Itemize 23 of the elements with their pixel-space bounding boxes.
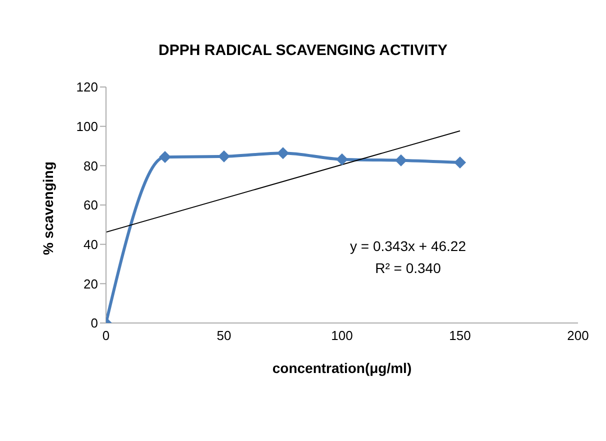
x-tick-label: 50 [216, 328, 232, 344]
x-tick-label: 200 [567, 328, 589, 344]
point [395, 154, 407, 166]
annotation: R² = 0.340 [374, 260, 442, 276]
y-tick-label: 40 [84, 236, 98, 252]
point [159, 151, 171, 164]
annotation: y = 0.343x + 46.22 [349, 238, 467, 254]
y-tick-label: 120 [76, 80, 98, 95]
x-axis-title: concentration(μg/ml) [272, 360, 412, 376]
y-tick-label: 0 [90, 316, 98, 331]
y-axis-title: % scavenging [40, 162, 56, 255]
y-tick-label: 20 [84, 276, 98, 292]
point [218, 150, 230, 162]
point [454, 156, 466, 169]
y-tick-label: 100 [76, 118, 98, 134]
chart-title: DPPH RADICAL SCAVENGING ACTIVITY [158, 42, 448, 59]
point [336, 153, 348, 166]
point [277, 147, 289, 160]
x-tick-label: 0 [102, 328, 110, 344]
x-tick-label: 150 [449, 328, 471, 344]
y-tick-label: 60 [84, 198, 98, 213]
x-tick-label: 100 [331, 328, 353, 344]
y-tick-label: 80 [84, 158, 98, 174]
